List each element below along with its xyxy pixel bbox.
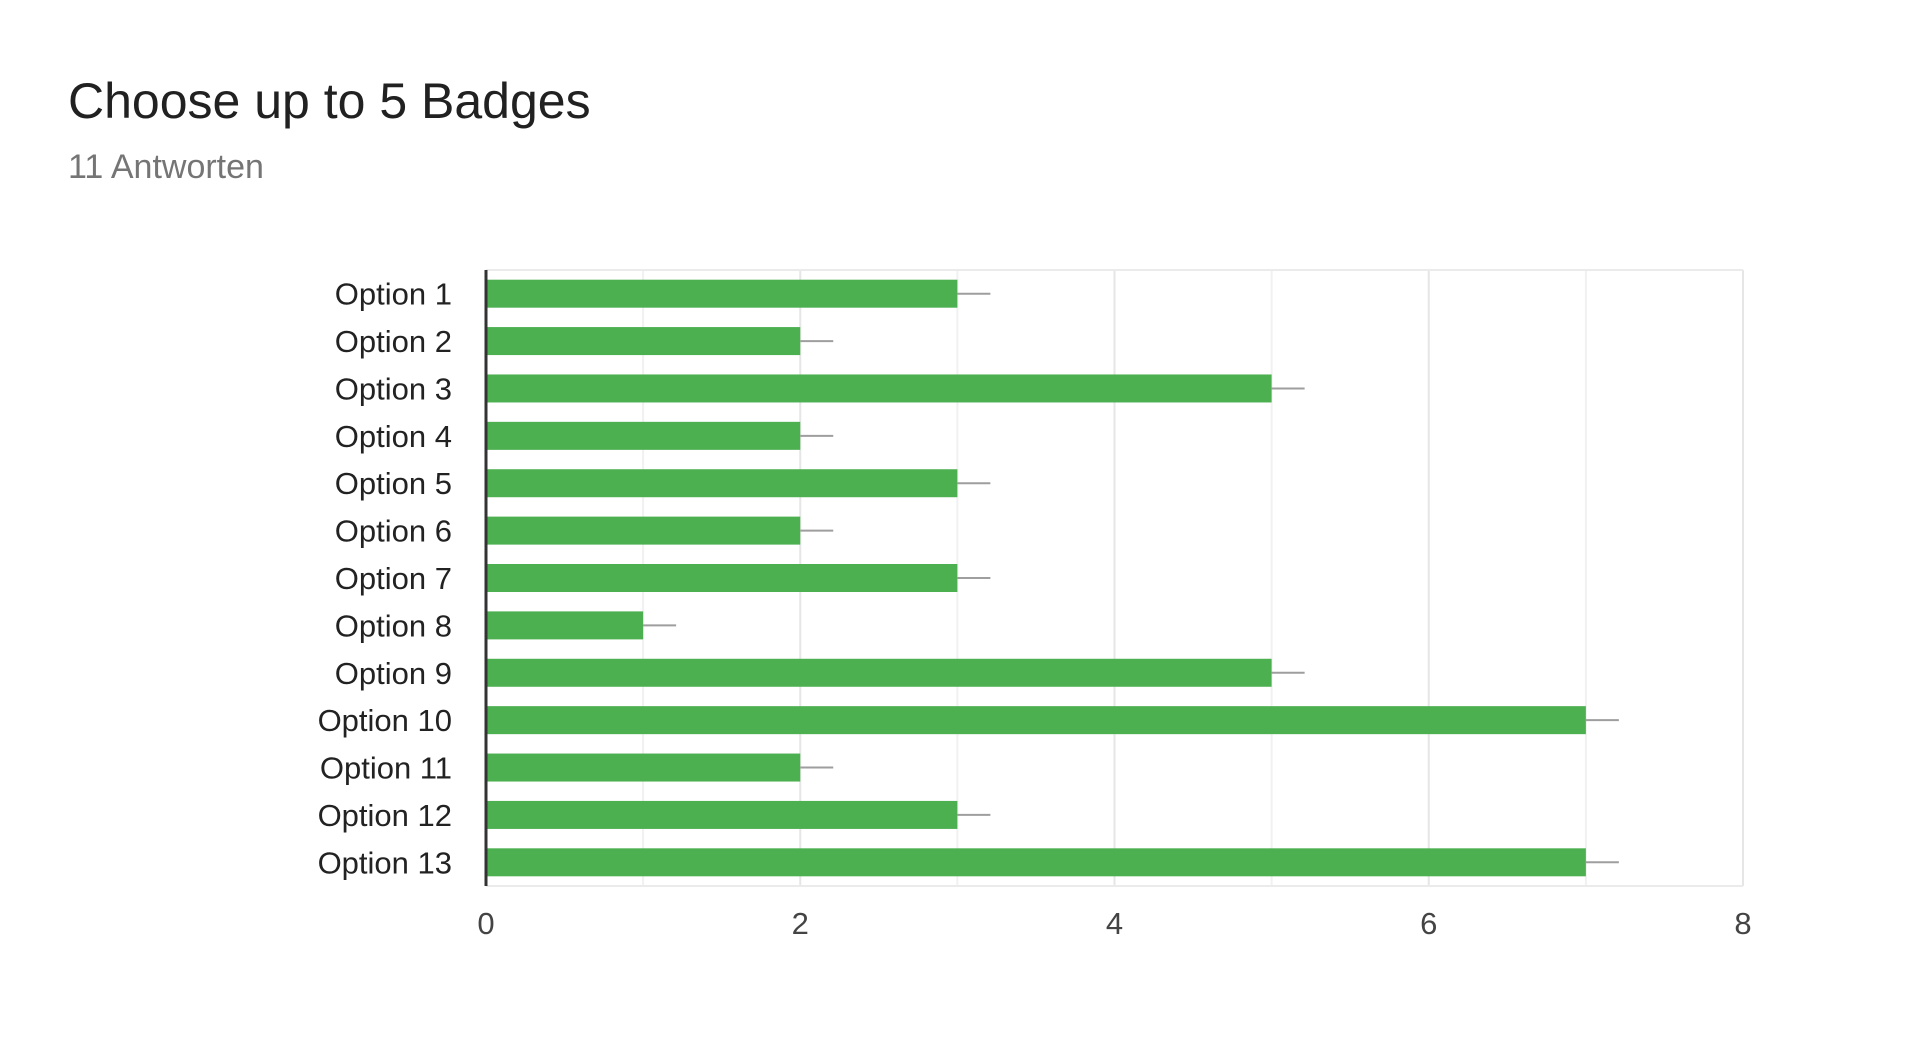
category-label: Option 13 <box>318 845 452 880</box>
category-label: Option 12 <box>318 798 452 833</box>
category-label: Option 7 <box>335 561 452 596</box>
bar <box>486 374 1272 403</box>
bar <box>486 327 801 356</box>
category-label: Option 8 <box>335 608 452 643</box>
grid-layer <box>485 269 1744 887</box>
bar <box>486 469 958 498</box>
bar <box>486 516 801 545</box>
category-label: Option 11 <box>320 751 452 786</box>
x-tick-label: 6 <box>1420 906 1437 941</box>
category-label: Option 1 <box>335 277 452 312</box>
error-bars-layer <box>643 292 1619 864</box>
x-tick-label: 4 <box>1106 906 1123 941</box>
category-label: Option 4 <box>335 419 452 454</box>
category-label: Option 3 <box>335 371 452 406</box>
bars-layer <box>486 279 1586 877</box>
response-count: 11 Antworten <box>68 148 264 186</box>
category-labels-layer: Option 1 Option 2 Option 3 Option 4 Option 5… <box>318 277 452 881</box>
category-label: Option 9 <box>335 656 452 691</box>
bar <box>486 800 958 829</box>
category-label: Option 2 <box>335 324 452 359</box>
tick-labels-layer: 0 2 4 6 8 <box>477 906 1751 941</box>
bar <box>486 658 1272 687</box>
bar <box>486 564 958 592</box>
chart-title: Choose up to 5 Badges <box>68 73 591 129</box>
category-label: Option 6 <box>335 514 452 549</box>
bar <box>486 753 801 782</box>
x-tick-label: 0 <box>477 906 494 941</box>
bar <box>486 706 1586 735</box>
bar <box>486 421 801 450</box>
category-label: Option 10 <box>318 703 452 738</box>
bar <box>486 611 644 640</box>
category-label: Option 5 <box>335 466 452 501</box>
x-tick-label: 8 <box>1734 906 1751 941</box>
bar <box>486 279 958 308</box>
bar <box>486 848 1586 877</box>
x-tick-label: 2 <box>792 906 809 941</box>
